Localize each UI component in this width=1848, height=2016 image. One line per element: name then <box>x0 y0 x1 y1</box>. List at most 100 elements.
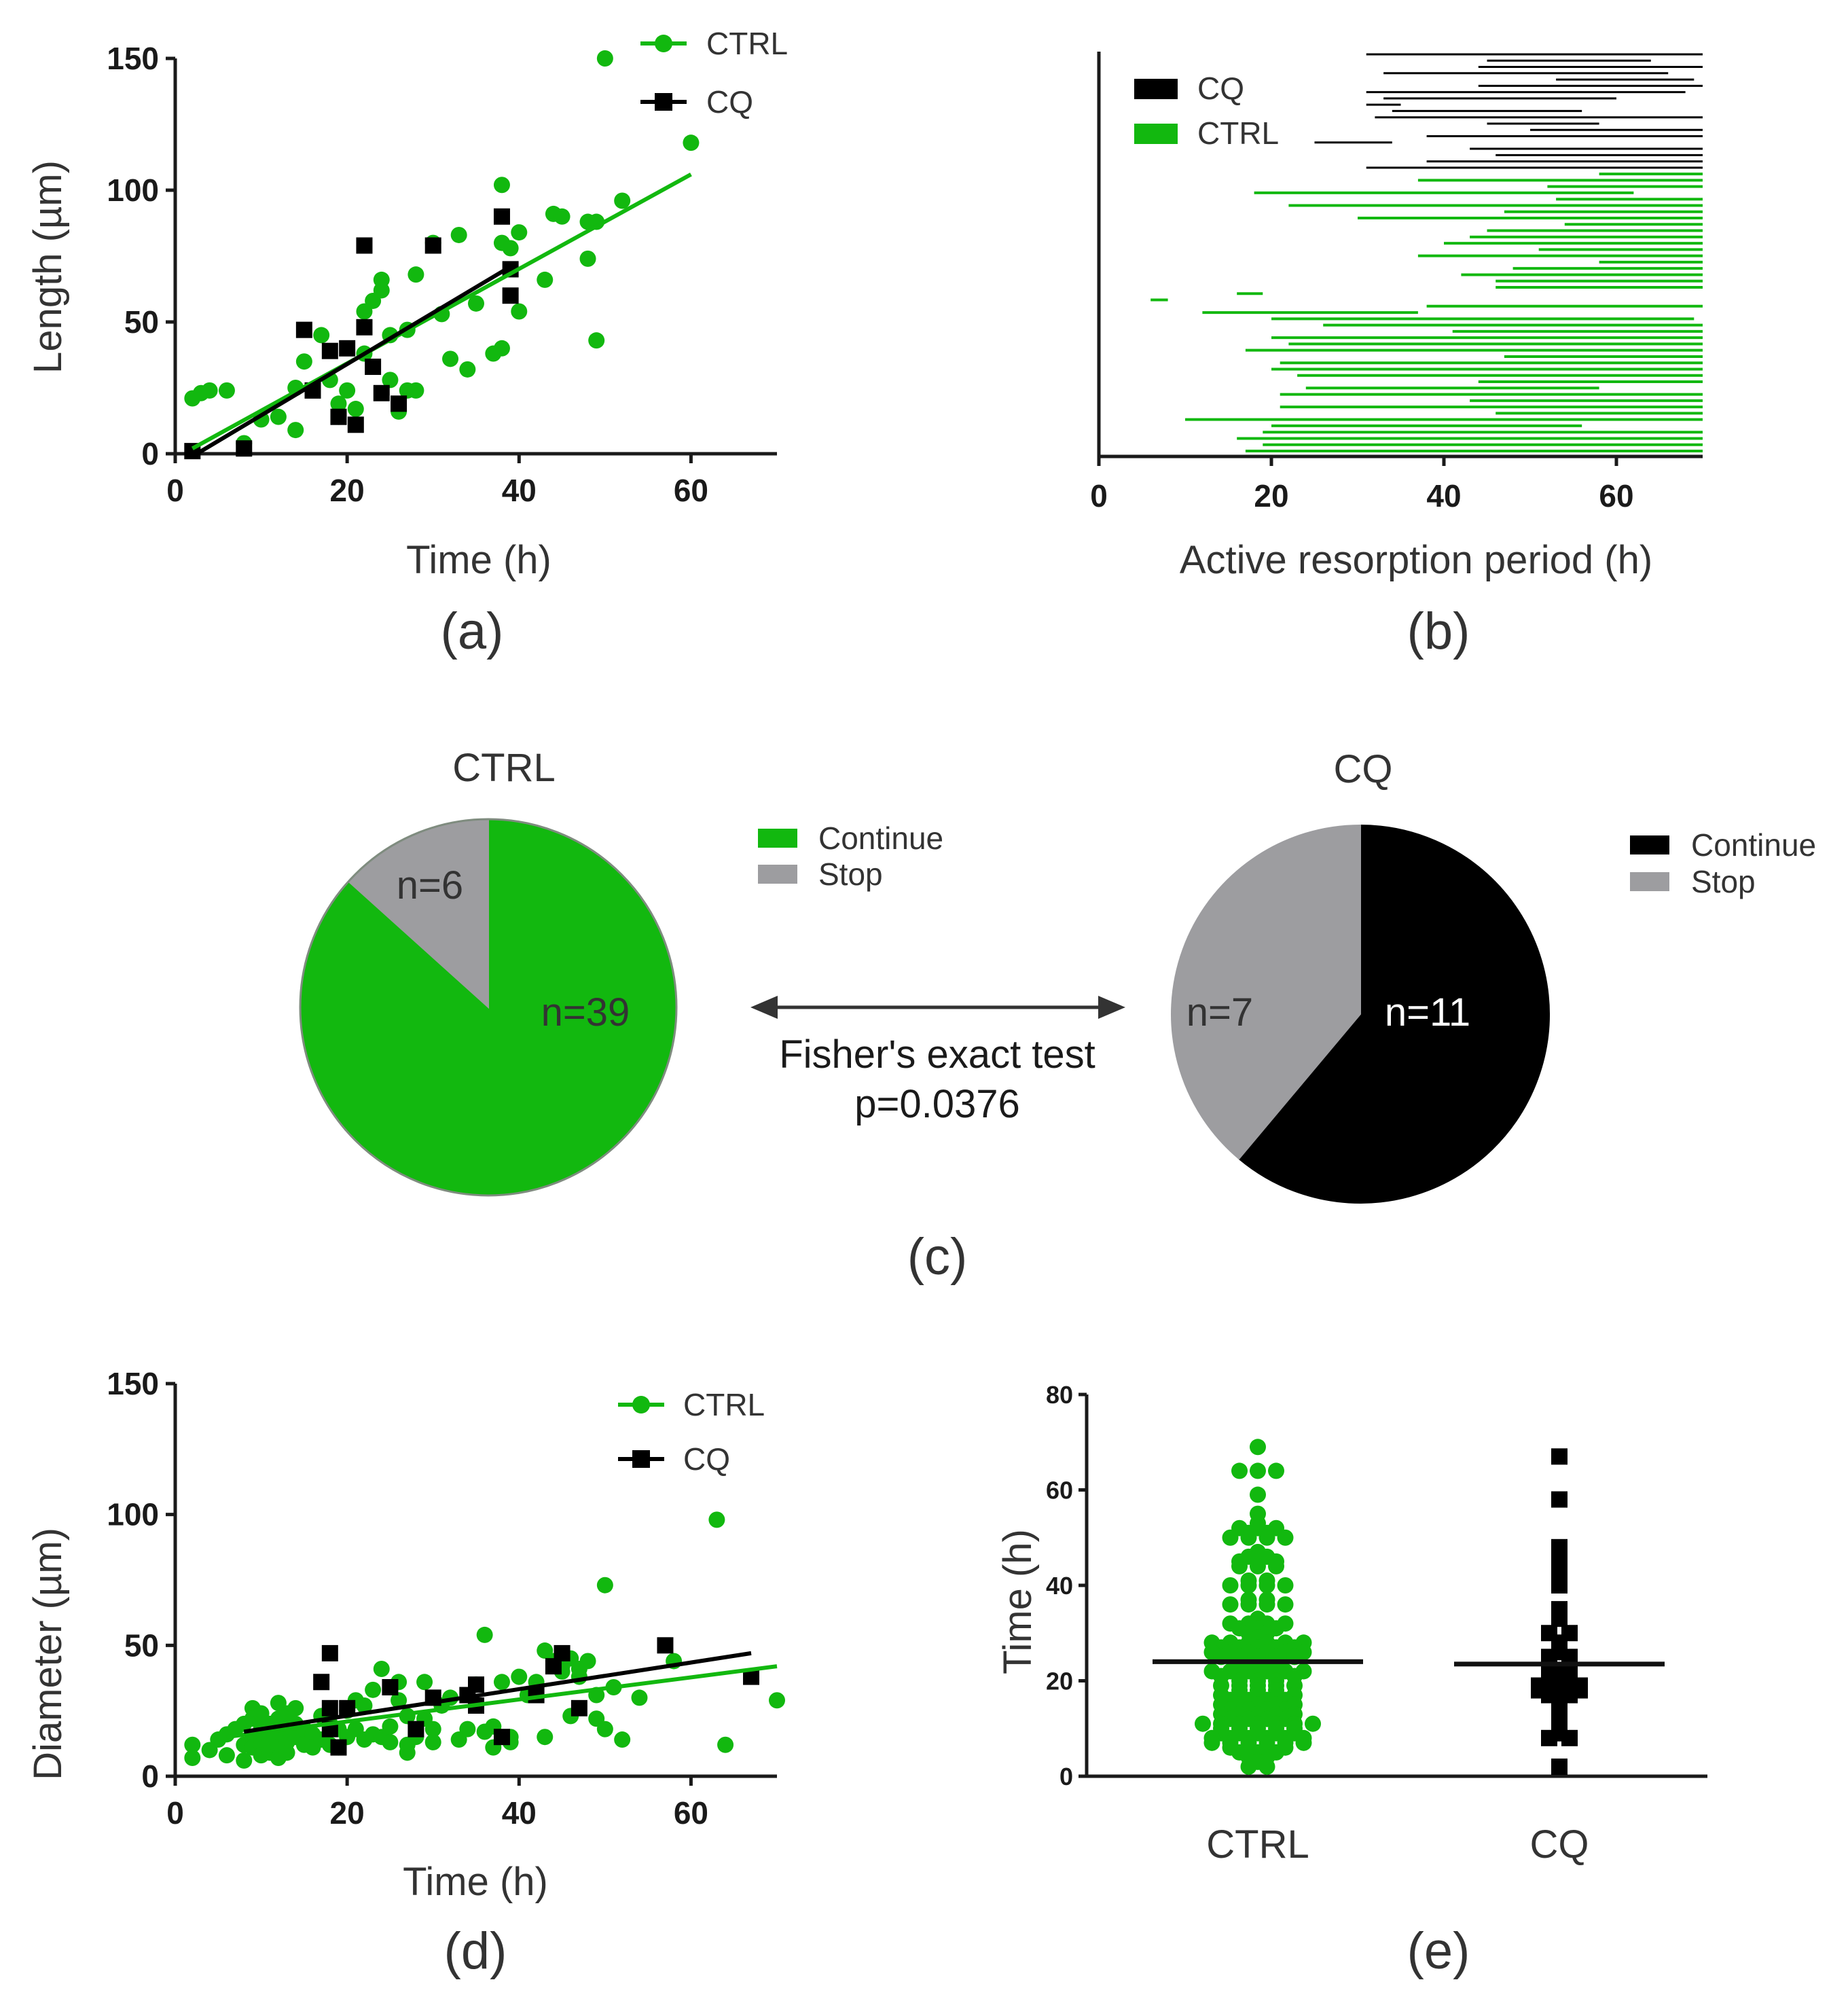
panel-a-ctrl-point <box>201 382 218 399</box>
panel-e-time-dotplot: 0 20 40 60 80 CTRL CQ Time (h) (e) <box>996 1381 1707 1980</box>
legend-cq-swatch <box>1134 79 1178 99</box>
panel-d-ctrl-point <box>493 1674 510 1691</box>
panel-d-diameter-scatter: 0 20 40 60 0 50 100 150 CTRL CQ Time (h) Diamet… <box>26 1366 785 1980</box>
legend-ctrl-swatch <box>1134 124 1178 144</box>
panel-d-cq-point <box>407 1721 424 1738</box>
pie-charts <box>299 818 1550 1204</box>
panel-d-ctrl-point <box>708 1511 725 1528</box>
panel-a-cq-point <box>321 342 338 359</box>
panel-a-cq-point <box>365 358 382 375</box>
p-value: p=0.0376 <box>854 1082 1020 1126</box>
panel-a-ctrl-point <box>450 226 467 243</box>
panel-a-ctrl-point <box>382 372 399 389</box>
comparison-arrow <box>750 996 1125 1019</box>
panel-a-ctrl-point <box>596 50 613 67</box>
panel-e-ctrl-point <box>1258 1758 1275 1775</box>
panel-a-cq-point <box>347 416 364 433</box>
panel-e-ctrl-point <box>1277 1529 1294 1546</box>
panel-e-caption: (e) <box>1407 1922 1470 1980</box>
legend-continue-label: Continue <box>1691 827 1816 863</box>
panel-d-cq-point <box>339 1699 356 1716</box>
panel-e-ctrl-point <box>1258 1577 1275 1594</box>
panel-d-ctrl-point <box>184 1750 201 1767</box>
panel-e-ctrl-point <box>1258 1529 1275 1546</box>
panel-a-ctrl-point <box>347 401 364 418</box>
panel-d-cq-point <box>657 1637 674 1654</box>
panel-a-ctrl-point <box>614 192 631 209</box>
panel-a-ctrl-point <box>537 271 554 288</box>
panel-b-legend: CQ CTRL <box>1134 71 1279 151</box>
panel-e-ctrl-point <box>1258 1596 1275 1613</box>
panel-a-cq-point <box>424 237 441 254</box>
panel-d-ctrl-point <box>537 1729 554 1746</box>
panel-d-x-tick-label: 40 <box>502 1795 537 1831</box>
panel-b-axes: 0 20 40 60 <box>1090 52 1703 514</box>
panel-e-cq-point <box>1561 1729 1578 1746</box>
panel-d-cq-point <box>330 1739 347 1756</box>
pie-ctrl-outline <box>299 818 678 1197</box>
legend-stop-label: Stop <box>1691 864 1756 899</box>
panel-a-y-tick-label: 0 <box>141 436 159 471</box>
panel-a-ctrl-point <box>554 208 570 225</box>
panel-a-ctrl-point <box>511 303 528 320</box>
panel-d-ctrl-point <box>382 1718 399 1735</box>
panel-e-category-ctrl: CTRL <box>1206 1822 1309 1867</box>
panel-d-ctrl-point <box>236 1752 253 1769</box>
panel-d-y-label: Diameter (µm) <box>26 1528 70 1780</box>
pie-cq-continue-slice <box>1237 824 1550 1204</box>
panel-a-cq-point <box>356 237 373 254</box>
panel-a-ctrl-point <box>493 177 510 194</box>
panel-a-length-scatter: 0 20 40 60 0 50 100 150 CTRL CQ Time (h) Length… <box>26 26 788 660</box>
panel-a-cq-point <box>356 319 373 336</box>
panel-d-ctrl-point <box>382 1733 399 1750</box>
panel-d-cq-point <box>554 1644 570 1661</box>
panel-a-cq-point <box>330 408 347 425</box>
panel-e-ctrl-point <box>1305 1715 1321 1732</box>
panel-a-ctrl-point <box>502 240 519 257</box>
test-name: Fisher's exact test <box>779 1032 1095 1077</box>
panel-d-cq-point <box>321 1699 338 1716</box>
panel-e-ctrl-point <box>1268 1558 1284 1574</box>
panel-a-x-tick-label: 20 <box>330 473 365 508</box>
panel-d-ctrl-point <box>391 1692 407 1709</box>
panel-a-legend: CTRL CQ <box>640 26 788 120</box>
panel-a-ctrl-point <box>287 422 304 439</box>
panel-d-ctrl-point <box>424 1721 441 1738</box>
panel-a-x-tick-label: 40 <box>502 473 537 508</box>
panel-d-x-tick-label: 0 <box>166 1795 184 1831</box>
panel-d-cq-point <box>321 1644 338 1661</box>
panel-e-y-tick-label: 40 <box>1046 1572 1073 1600</box>
pie-ctrl-legend: Continue Stop <box>758 821 943 892</box>
panel-a-ctrl-point <box>493 340 510 357</box>
panel-d-ctrl-point <box>596 1577 613 1594</box>
panel-a-ctrl-fit-line <box>191 173 692 450</box>
panel-d-y-tick-label: 50 <box>124 1627 159 1663</box>
panel-d-caption: (d) <box>444 1922 507 1980</box>
panel-a-ctrl-point <box>373 271 390 288</box>
panel-d-ctrl-point <box>373 1661 390 1678</box>
legend-cq-marker <box>655 93 672 111</box>
panel-b-caption: (b) <box>1407 602 1470 660</box>
panel-c-caption: (c) <box>907 1228 968 1286</box>
panel-a-x-tick-label: 60 <box>674 473 708 508</box>
legend-cq-label: CQ <box>683 1441 730 1477</box>
panel-d-axes: 0 20 40 60 0 50 100 150 <box>107 1366 777 1831</box>
panel-a-cq-point <box>339 340 356 357</box>
panel-a-y-label: Length (µm) <box>26 160 70 374</box>
panel-d-ctrl-point <box>424 1733 441 1750</box>
panel-e-y-tick-label: 60 <box>1046 1477 1073 1505</box>
panel-e-ctrl-point <box>1231 1462 1248 1479</box>
panel-e-cq-point <box>1551 1696 1568 1713</box>
panel-a-ctrl-point <box>407 266 424 283</box>
panel-e-ctrl-point <box>1250 1486 1266 1503</box>
panel-a-cq-point <box>502 287 519 304</box>
panel-e-ctrl-point <box>1277 1596 1294 1613</box>
panel-d-x-tick-label: 20 <box>330 1795 365 1831</box>
pie-cq-stop-slice <box>1171 824 1361 1160</box>
panel-d-ctrl-point <box>596 1721 613 1738</box>
panel-e-ctrl-point <box>1295 1734 1312 1751</box>
panel-d-ctrl-point <box>365 1681 382 1698</box>
legend-cq-label: CQ <box>706 84 753 120</box>
panel-a-y-tick-label: 100 <box>107 173 159 208</box>
panel-d-y-tick-label: 100 <box>107 1497 159 1532</box>
